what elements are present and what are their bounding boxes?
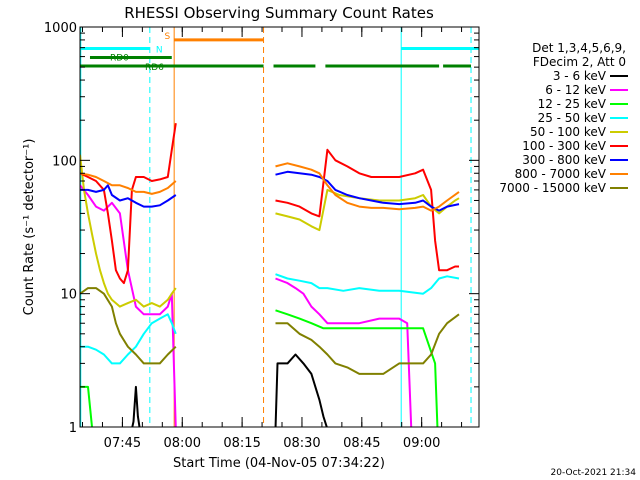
legend-label: 800 - 7000 keV bbox=[515, 167, 607, 181]
chart-title: RHESSI Observing Summary Count Rates bbox=[124, 4, 434, 22]
state-bar-label-s: S bbox=[164, 32, 170, 42]
series-line-1-0 bbox=[80, 184, 177, 427]
state-bar-label-rd6: RD6 bbox=[145, 63, 164, 73]
legend-label: 25 - 50 keV bbox=[538, 111, 607, 125]
x-axis-label: Start Time (04-Nov-05 07:34:22) bbox=[173, 456, 385, 471]
series-line-7-0 bbox=[80, 172, 177, 195]
series-line-8-1 bbox=[275, 313, 460, 375]
state-bar-label-rd0: RD0 bbox=[110, 54, 129, 64]
series-line-6-1 bbox=[275, 170, 460, 212]
y-tick-label: 100 bbox=[52, 154, 77, 169]
series-line-1-1 bbox=[275, 277, 414, 427]
legend-header-line2: FDecim 2, Att 0 bbox=[533, 55, 626, 69]
series-line-0-0 bbox=[131, 385, 141, 427]
legend-label: 300 - 800 keV bbox=[522, 153, 606, 167]
y-tick-label: 1000 bbox=[44, 21, 77, 36]
timestamp-label: 20-Oct-2021 21:34 bbox=[551, 468, 637, 478]
y-tick-label: 1 bbox=[69, 421, 77, 436]
series-line-4-0 bbox=[80, 154, 177, 308]
series-line-7-1 bbox=[275, 162, 460, 212]
plot-area: SN RD0 RD6 bbox=[80, 27, 479, 427]
legend-label: 3 - 6 keV bbox=[553, 69, 607, 83]
legend-label: 6 - 12 keV bbox=[545, 83, 607, 97]
series-line-8-0 bbox=[80, 287, 177, 365]
axes: 1 10 100 1000 07:45 08:00 08:15 08:30 08:45 09:00 bbox=[44, 21, 480, 451]
series-line-3-0 bbox=[80, 313, 177, 365]
x-tick-label: 08:30 bbox=[283, 436, 320, 451]
series-line-5-0 bbox=[80, 123, 177, 285]
series-line-0-1 bbox=[274, 353, 328, 427]
series-line-4-1 bbox=[275, 188, 460, 232]
series-line-5-1 bbox=[275, 148, 459, 272]
legend-label: 7000 - 15000 keV bbox=[499, 181, 606, 195]
y-axis-label: Count Rate (s⁻¹ detector⁻¹) bbox=[22, 139, 37, 316]
plot-frame bbox=[79, 26, 480, 428]
legend-label: 50 - 100 keV bbox=[530, 125, 607, 139]
x-tick-label: 08:00 bbox=[164, 436, 201, 451]
state-bar-label-n: N bbox=[156, 45, 163, 55]
x-tick-label: 09:00 bbox=[403, 436, 440, 451]
y-tick-label: 10 bbox=[60, 288, 77, 303]
x-tick-label: 08:45 bbox=[343, 436, 380, 451]
legend-header-line1: Det 1,3,4,5,6,9, bbox=[532, 41, 626, 55]
series-line-3-1 bbox=[275, 273, 460, 295]
x-tick-label: 07:45 bbox=[104, 436, 141, 451]
legend-label: 100 - 300 keV bbox=[522, 139, 606, 153]
series-line-2-1 bbox=[275, 309, 439, 427]
legend-label: 12 - 25 keV bbox=[538, 97, 607, 111]
series-line-6-0 bbox=[80, 184, 177, 208]
plot-clip-group bbox=[80, 27, 472, 427]
x-tick-label: 08:15 bbox=[223, 436, 260, 451]
